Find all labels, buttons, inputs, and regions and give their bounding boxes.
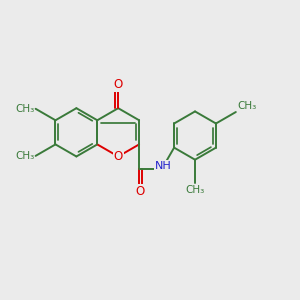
Text: NH: NH [155, 161, 172, 171]
Text: CH₃: CH₃ [185, 185, 205, 195]
Text: O: O [114, 150, 123, 163]
Text: O: O [114, 78, 123, 91]
Text: CH₃: CH₃ [15, 104, 34, 114]
Text: O: O [136, 185, 145, 198]
Text: CH₃: CH₃ [237, 101, 256, 111]
Text: CH₃: CH₃ [15, 151, 34, 161]
